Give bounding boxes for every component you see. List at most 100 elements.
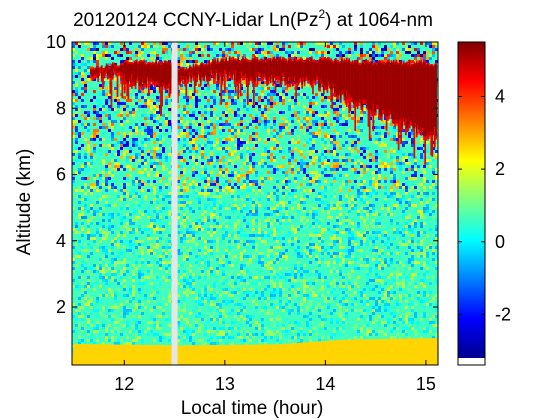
heatmap-cell <box>222 237 225 240</box>
heatmap-cell <box>237 174 240 177</box>
heatmap-cell <box>396 246 399 249</box>
heatmap-cell <box>117 261 120 264</box>
heatmap-cell <box>237 252 240 255</box>
heatmap-cell <box>138 240 141 243</box>
heatmap-cell <box>360 138 363 141</box>
heatmap-cell <box>291 123 294 126</box>
heatmap-cell <box>396 204 399 207</box>
heatmap-cell <box>324 162 327 165</box>
heatmap-cell <box>126 192 129 195</box>
heatmap-cell <box>228 186 231 189</box>
heatmap-cell <box>327 159 330 162</box>
heatmap-cell <box>231 162 234 165</box>
heatmap-cell <box>201 258 204 261</box>
heatmap-cell <box>306 165 309 168</box>
heatmap-cell <box>180 264 183 267</box>
heatmap-cell <box>129 135 132 138</box>
heatmap-cell <box>216 177 219 180</box>
heatmap-cell <box>255 249 258 252</box>
heatmap-cell <box>396 180 399 183</box>
heatmap-cell <box>93 60 96 63</box>
heatmap-cell <box>150 114 153 117</box>
heatmap-cell <box>345 141 348 144</box>
heatmap-cell <box>96 114 99 117</box>
heatmap-cell <box>357 261 360 264</box>
heatmap-cell <box>357 249 360 252</box>
heatmap-cell <box>90 216 93 219</box>
heatmap-cell <box>129 198 132 201</box>
heatmap-cell <box>141 156 144 159</box>
heatmap-cell <box>420 168 423 171</box>
heatmap-cell <box>396 195 399 198</box>
heatmap-cell <box>423 252 426 255</box>
heatmap-cell <box>78 84 81 87</box>
heatmap-cell <box>411 231 414 234</box>
heatmap-cell <box>330 141 333 144</box>
heatmap-cell <box>225 105 228 108</box>
heatmap-cell <box>138 129 141 132</box>
heatmap-cell <box>216 231 219 234</box>
heatmap-cell <box>414 126 417 129</box>
heatmap-cell <box>180 156 183 159</box>
heatmap-cell <box>114 258 117 261</box>
heatmap-cell <box>108 177 111 180</box>
heatmap-cell <box>396 207 399 210</box>
heatmap-cell <box>204 81 207 84</box>
heatmap-cell <box>261 120 264 123</box>
heatmap-cell <box>72 183 75 186</box>
heatmap-cell <box>276 81 279 84</box>
heatmap-cell <box>225 255 228 258</box>
heatmap-cell <box>213 123 216 126</box>
heatmap-cell <box>264 96 267 99</box>
heatmap-cell <box>126 156 129 159</box>
heatmap-cell <box>231 132 234 135</box>
heatmap-cell <box>252 153 255 156</box>
heatmap-cell <box>261 84 264 87</box>
heatmap-cell <box>348 48 351 51</box>
heatmap-cell <box>72 114 75 117</box>
heatmap-cell <box>333 117 336 120</box>
heatmap-cell <box>324 252 327 255</box>
heatmap-cell <box>153 141 156 144</box>
heatmap-cell <box>216 123 219 126</box>
heatmap-cell <box>78 201 81 204</box>
heatmap-cell <box>270 123 273 126</box>
heatmap-cell <box>243 81 246 84</box>
heatmap-cell <box>327 213 330 216</box>
heatmap-cell <box>114 111 117 114</box>
heatmap-cell <box>162 243 165 246</box>
heatmap-cell <box>255 234 258 237</box>
heatmap-cell <box>183 147 186 150</box>
heatmap-cell <box>321 213 324 216</box>
heatmap-cell <box>231 255 234 258</box>
heatmap-cell <box>306 141 309 144</box>
heatmap-cell <box>399 186 402 189</box>
heatmap-cell <box>147 132 150 135</box>
heatmap-cell <box>186 45 189 48</box>
heatmap-cell <box>429 228 432 231</box>
heatmap-cell <box>210 147 213 150</box>
heatmap-cell <box>207 141 210 144</box>
heatmap-cell <box>189 90 192 93</box>
heatmap-cell <box>183 243 186 246</box>
heatmap-cell <box>207 126 210 129</box>
heatmap-cell <box>372 183 375 186</box>
heatmap-cell <box>153 45 156 48</box>
heatmap-cell <box>282 156 285 159</box>
heatmap-cell <box>270 171 273 174</box>
heatmap-cell <box>291 207 294 210</box>
heatmap-cell <box>357 126 360 129</box>
heatmap-cell <box>369 249 372 252</box>
heatmap-cell <box>249 159 252 162</box>
heatmap-cell <box>318 132 321 135</box>
heatmap-cell <box>93 54 96 57</box>
heatmap-cell <box>207 84 210 87</box>
heatmap-cell <box>261 165 264 168</box>
heatmap-cell <box>366 114 369 117</box>
heatmap-cell <box>72 93 75 96</box>
heatmap-cell <box>255 45 258 48</box>
heatmap-cell <box>315 102 318 105</box>
heatmap-cell <box>249 258 252 261</box>
heatmap-cell <box>180 123 183 126</box>
heatmap-cell <box>405 207 408 210</box>
